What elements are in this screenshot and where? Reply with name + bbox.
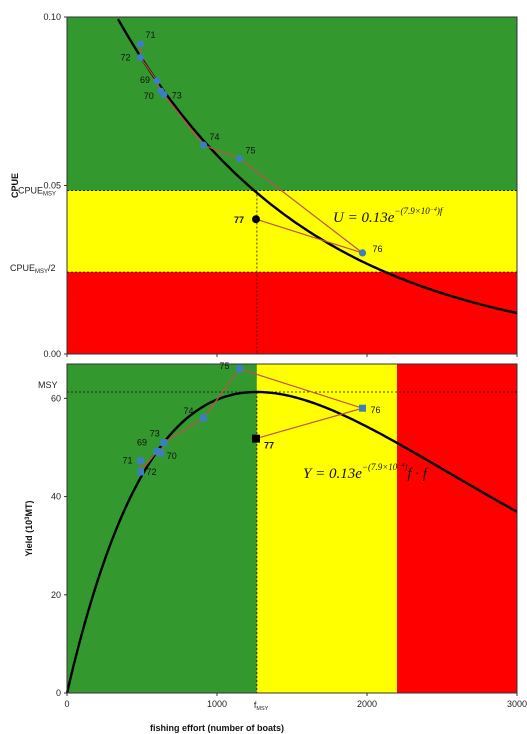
- yield-label-main: Yield (10: [24, 520, 34, 557]
- cpue-points: 69 70 71 72 73 74 75 76 77: [121, 30, 383, 257]
- y-tick-label: 40: [51, 492, 61, 502]
- cpue-green-zone: [67, 17, 517, 191]
- y-tick-label: 0.10: [43, 12, 61, 22]
- cpue-point-73: [160, 90, 168, 99]
- yield-point-76: [359, 404, 366, 412]
- cpue-eq-exp-pow: −4: [430, 206, 437, 213]
- yield-equation: Y = 0.13e−(7.9×10−4)f · f: [303, 462, 429, 482]
- cpue-eq-exp-tail: ): [436, 206, 440, 216]
- y-tick-label: 0.05: [43, 181, 61, 191]
- fmsy-label: fMSY: [254, 700, 269, 712]
- cpue-point-71: [136, 40, 145, 48]
- cpue-msy-main: CPUE: [18, 186, 43, 196]
- effort-axis-label: fishing effort (number of boats): [150, 723, 284, 733]
- cpue-point-label-76: 76: [373, 244, 383, 254]
- yield-point-label-70: 70: [167, 451, 177, 461]
- cpue-eq-var: f: [440, 206, 444, 216]
- cpue-axis-ticks: 0.00 0.05 0.10: [43, 12, 518, 359]
- yield-eq-base: e: [355, 466, 362, 482]
- yield-point-72: [137, 468, 144, 476]
- half-cpue-suffix: /2: [48, 263, 56, 273]
- cpue-point-76: [358, 249, 367, 257]
- cpue-axis-label: CPUE: [10, 173, 20, 198]
- cpue-point-label-71: 71: [146, 30, 156, 40]
- y-tick-label: 0: [56, 688, 61, 698]
- yield-point-70: [157, 449, 165, 457]
- yield-point-label-69: 69: [137, 437, 147, 447]
- cpue-msy-sub: MSY: [43, 192, 56, 198]
- cpue-eq-exp: −(7.9×10: [394, 206, 430, 216]
- cpue-point-label-72: 72: [121, 52, 131, 62]
- cpue-point-77: [252, 215, 260, 224]
- yield-label-tail: MT): [24, 500, 34, 516]
- yield-point-label-74: 74: [184, 406, 194, 416]
- x-tick-label: 1000: [207, 699, 227, 709]
- yield-green-zone: [67, 364, 257, 693]
- cpue-eq-lhs: U = 0.13: [333, 210, 388, 226]
- y-tick-label: 60: [51, 393, 61, 403]
- half-cpue-main: CPUE: [10, 263, 35, 273]
- cpue-eq-base: e: [388, 210, 395, 226]
- yield-eq-exp-pow: −4: [397, 462, 404, 469]
- cpue-point-69: [153, 77, 161, 85]
- x-tick-label: 3000: [507, 699, 527, 709]
- yield-point-71: [137, 457, 144, 465]
- cpue-point-label-70: 70: [144, 91, 154, 101]
- fmsy-main: f: [254, 700, 257, 710]
- cpue-point-label-75: 75: [246, 146, 256, 156]
- msy-label: MSY: [38, 380, 58, 390]
- yield-point-73: [160, 439, 168, 447]
- yield-plot-frame: [66, 363, 518, 694]
- cpue-msy-label: CPUEMSY: [18, 186, 56, 198]
- cpue-point-label-77: 77: [234, 215, 244, 225]
- yield-red-zone: [397, 364, 517, 693]
- yield-point-label-72: 72: [147, 467, 157, 477]
- yield-axis-label: Yield (103MT): [24, 500, 34, 556]
- yield-eq-exp: −(7.9×10: [362, 462, 398, 472]
- cpue-point-72: [136, 53, 145, 62]
- cpue-red-zone: [67, 272, 517, 354]
- cpue-point-75: [235, 154, 244, 163]
- yield-point-label-75: 75: [220, 361, 230, 371]
- yield-point-77: [252, 434, 260, 443]
- cpue-point-label-69: 69: [140, 75, 150, 85]
- half-cpue-sub: MSY: [35, 269, 48, 275]
- yield-points: 69 70 71 72 73 74 75 76 77: [123, 361, 381, 477]
- cpue-equation: U = 0.13e−(7.9×10−4)f: [333, 206, 444, 226]
- yield-point-69: [153, 447, 161, 455]
- yield-eq-lhs: Y = 0.13: [303, 466, 355, 482]
- cpue-model-curve: [116, 18, 518, 315]
- cpue-panel: 69 70 71 72 73 74 75 76 77 0.00 0.05 0.10 CPUE CPU…: [10, 12, 518, 359]
- yield-point-label-71: 71: [123, 456, 133, 466]
- cpue-point-label-73: 73: [172, 91, 182, 101]
- cpue-point-label-74: 74: [210, 132, 220, 142]
- yield-point-label-73: 73: [150, 429, 160, 439]
- yield-eq-exp-tail: ): [403, 462, 407, 472]
- yield-axis-ticks: 0 20 40 60 0 1000 2000 3000: [51, 393, 527, 709]
- yield-point-74: [200, 414, 207, 422]
- x-tick-label: 2000: [357, 699, 377, 709]
- yield-point-75: [236, 365, 243, 373]
- yield-label-sup: 3: [25, 516, 31, 520]
- fmsy-sub: MSY: [256, 706, 268, 712]
- yield-eq-var: f · f: [407, 466, 428, 482]
- x-tick-label: 0: [64, 699, 69, 709]
- half-cpue-msy-label: CPUEMSY/2: [10, 263, 56, 275]
- y-tick-label: 0.00: [43, 349, 61, 359]
- y-tick-label: 20: [51, 590, 61, 600]
- cpue-point-74: [199, 141, 208, 149]
- yield-point-label-77: 77: [264, 441, 274, 451]
- yield-point-label-76: 76: [371, 405, 381, 415]
- cpue-yellow-zone: [67, 190, 517, 273]
